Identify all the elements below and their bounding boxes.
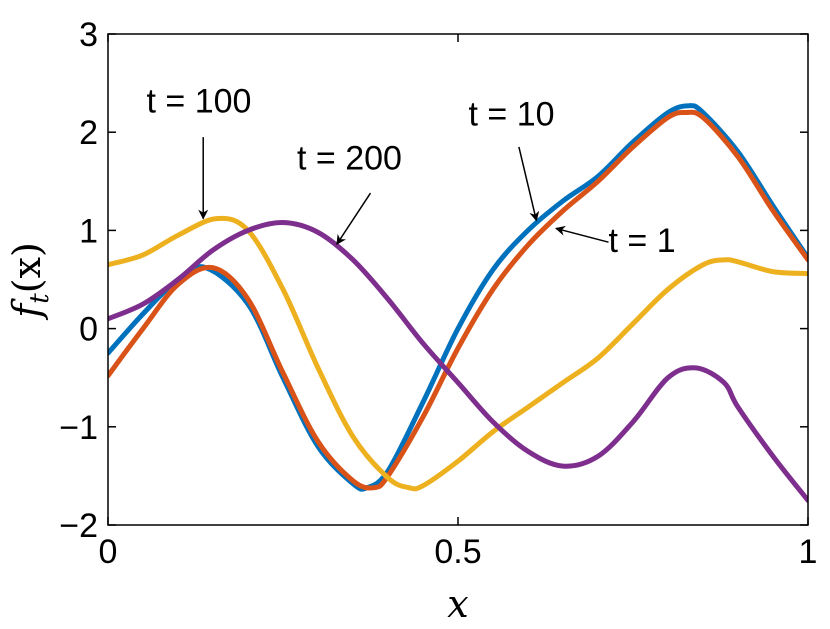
- x-tick-label: 0: [99, 533, 118, 571]
- y-axis-label-sub: t: [25, 293, 55, 304]
- annotation-arrow-2: [336, 192, 372, 245]
- annotation-label-2: t = 200: [297, 140, 402, 178]
- series-line-1: [108, 103, 808, 492]
- ticks-layer: 0 0.5 1 −2 −1 0 1 2 3: [59, 16, 817, 571]
- y-tick-label: 1: [79, 212, 98, 250]
- series-line-3: [108, 215, 808, 492]
- annotation-label-3: t = 10: [469, 95, 555, 133]
- annotation-label-1: t = 100: [147, 83, 252, 121]
- series-line-4: [108, 220, 808, 503]
- annotation-label-4: t = 1: [609, 222, 676, 260]
- annotations-layer: t = 100 t = 200 t = 10 t = 1: [147, 83, 676, 260]
- annotation-arrow-4: [555, 225, 609, 243]
- y-tick-label: 2: [79, 114, 98, 152]
- x-axis-label: x: [447, 582, 468, 626]
- y-tick-label: −1: [59, 409, 98, 447]
- series-layer: [108, 103, 808, 503]
- y-tick-label: 0: [79, 311, 98, 349]
- series-line-2: [108, 109, 808, 491]
- annotation-arrow-3: [518, 146, 540, 222]
- x-tick-label: 1: [799, 533, 818, 571]
- svg-text:ft(x): ft(x): [5, 242, 55, 321]
- x-tick-label: 0.5: [434, 533, 481, 571]
- y-axis-label: ft(x): [5, 242, 55, 321]
- y-axis-label-arg: (x): [5, 242, 49, 293]
- y-tick-label: −2: [59, 507, 98, 545]
- y-tick-label: 3: [79, 16, 98, 54]
